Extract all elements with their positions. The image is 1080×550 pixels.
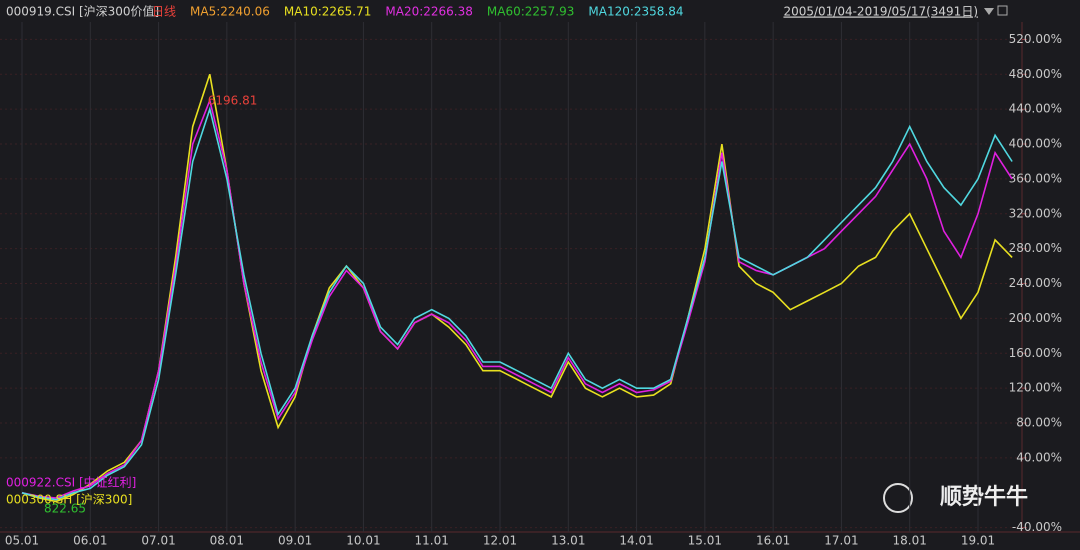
x-tick-label: 09.01 — [278, 534, 312, 548]
watermark: 顺势牛牛 — [940, 484, 1028, 510]
y-tick-label: 520.00% — [1009, 32, 1062, 46]
header-item: MA60:2257.93 — [487, 5, 575, 19]
y-tick-label: 200.00% — [1009, 311, 1062, 325]
y-tick-label: 400.00% — [1009, 137, 1062, 151]
x-tick-label: 12.01 — [483, 534, 517, 548]
series-line — [21, 97, 1013, 499]
x-tick-label: 18.01 — [893, 534, 927, 548]
x-tick-label: 16.01 — [756, 534, 790, 548]
x-tick-label: 17.01 — [824, 534, 858, 548]
header-item: MA20:2266.38 — [385, 5, 473, 19]
x-tick-label: 08.01 — [210, 534, 244, 548]
dropdown-icon[interactable] — [984, 8, 994, 15]
chart-title: 000919.CSI [沪深300价值] — [6, 4, 159, 19]
x-tick-label: 07.01 — [141, 534, 175, 548]
y-tick-label: 360.00% — [1009, 171, 1062, 185]
series-line — [21, 106, 1013, 501]
x-tick-label: 13.01 — [551, 534, 585, 548]
y-tick-label: 480.00% — [1009, 67, 1062, 81]
x-tick-label: 14.01 — [619, 534, 653, 548]
y-tick-label: 40.00% — [1016, 450, 1062, 464]
annotation: 6196.81 — [208, 94, 258, 108]
settings-icon[interactable] — [997, 5, 1008, 16]
header-item: MA10:2265.71 — [284, 5, 372, 19]
header-item: 日线 — [152, 5, 176, 19]
x-tick-label: 11.01 — [415, 534, 449, 548]
header-item: MA5:2240.06 — [190, 5, 270, 19]
x-tick-label: 19.01 — [961, 534, 995, 548]
y-tick-label: 240.00% — [1009, 276, 1062, 290]
y-tick-label: 80.00% — [1016, 416, 1062, 430]
x-tick-label: 06.01 — [73, 534, 107, 548]
legend-entry: 000300.SH [沪深300] — [6, 493, 132, 507]
header-item: MA120:2358.84 — [588, 5, 683, 19]
x-tick-label: 15.01 — [688, 534, 722, 548]
date-range[interactable]: 2005/01/04-2019/05/17(3491日) — [783, 5, 978, 19]
legend-entry: 000922.CSI [中证红利] — [6, 475, 136, 490]
y-tick-label: 280.00% — [1009, 241, 1062, 255]
x-tick-label: 10.01 — [346, 534, 380, 548]
y-tick-label: 160.00% — [1009, 346, 1062, 360]
wechat-icon — [883, 483, 913, 513]
y-tick-label: 320.00% — [1009, 206, 1062, 220]
y-tick-label: 120.00% — [1009, 381, 1062, 395]
series-line — [21, 74, 1013, 503]
y-tick-label: 440.00% — [1009, 102, 1062, 116]
header-items: 日线 MA5:2240.06 MA10:2265.71 MA20:2266.38 MA6… — [152, 5, 684, 19]
x-tick-label: 05.01 — [5, 534, 39, 548]
annotation: 822.65 — [44, 502, 86, 516]
y-tick-label: -40.00% — [1012, 520, 1062, 534]
